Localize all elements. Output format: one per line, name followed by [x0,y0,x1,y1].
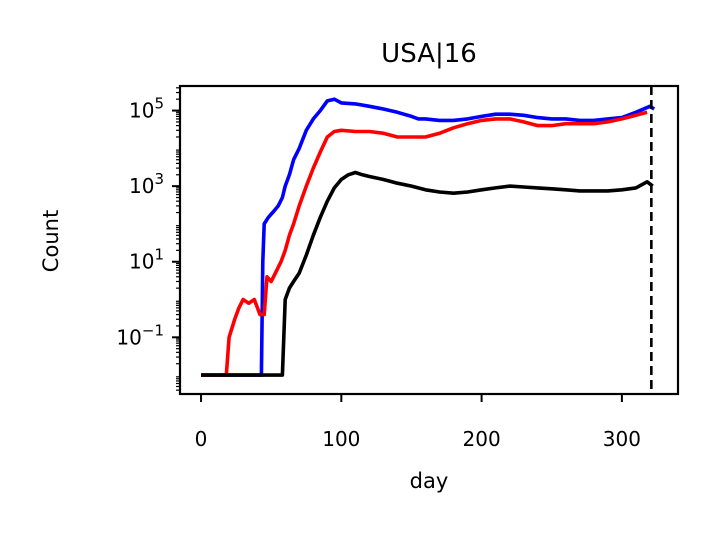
y-tick-label: 10−1 [116,321,164,349]
y-tick-label: 103 [129,170,164,198]
plot-frame [178,84,680,396]
x-tick-label: 100 [322,427,360,451]
series-line-1 [201,110,648,377]
x-axis-label: day [410,469,449,493]
series-group [201,97,656,377]
x-tick-label: 200 [463,427,501,451]
y-axis-label: Count [39,210,63,272]
series-line-2 [201,170,654,377]
x-tick-label: 300 [603,427,641,451]
chart-title: USA|16 [381,39,477,69]
y-tick-label: 105 [129,95,164,123]
y-tick-label: 101 [129,246,164,274]
series-line-0 [201,97,656,377]
x-tick-label: 0 [195,427,208,451]
